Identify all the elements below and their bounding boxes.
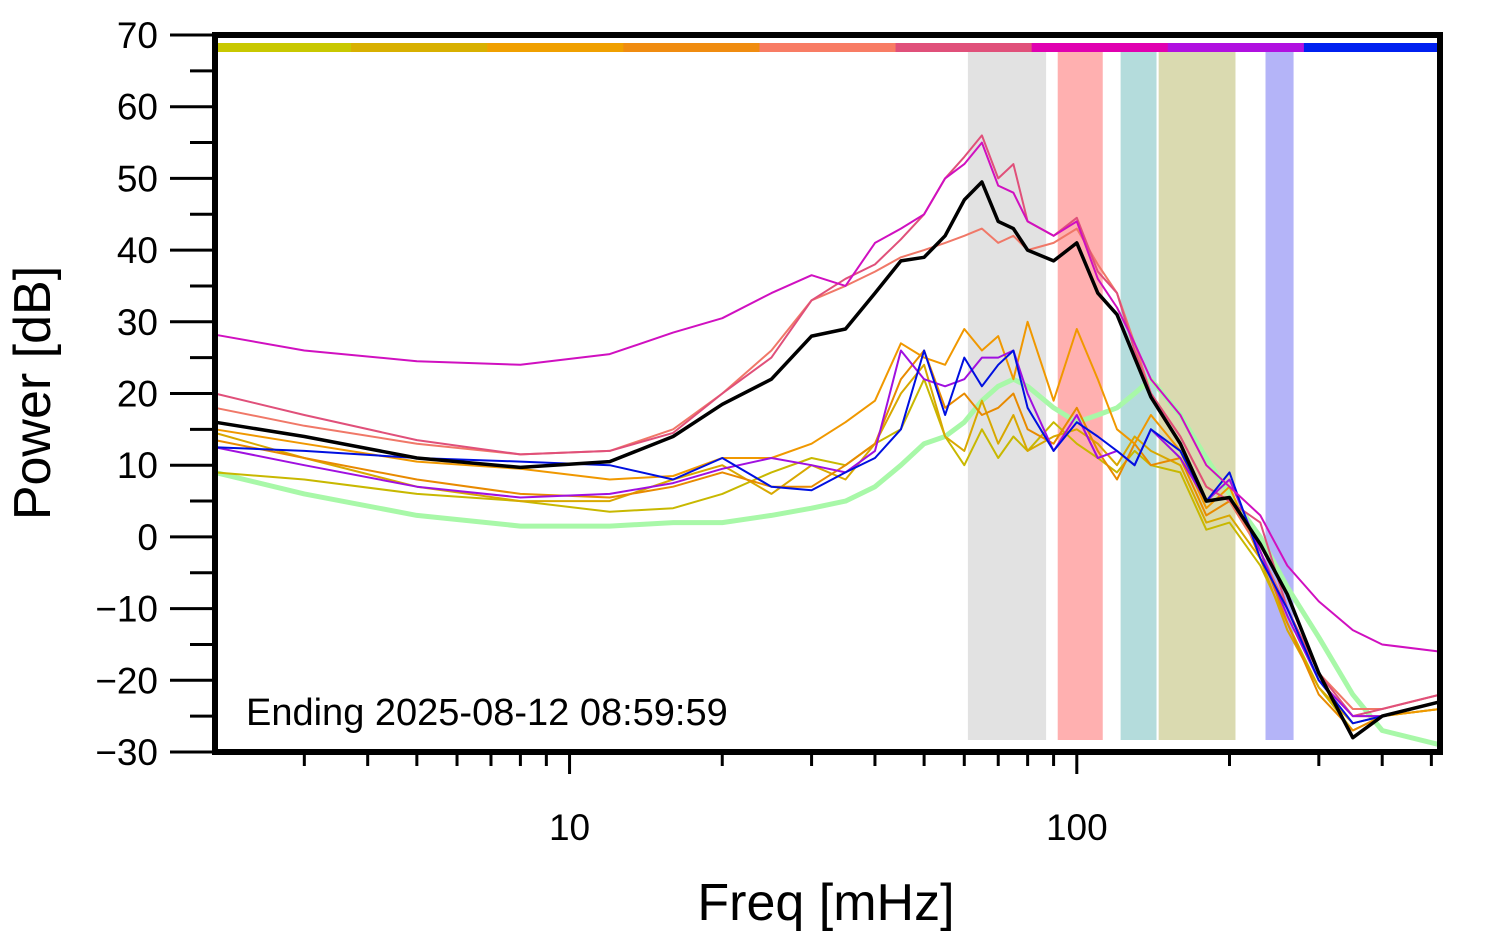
plot-frame bbox=[212, 32, 1443, 755]
band bbox=[1265, 52, 1294, 740]
color-bar-segment bbox=[895, 43, 1033, 52]
y-tick-label: 10 bbox=[117, 445, 158, 486]
series-line bbox=[214, 363, 1441, 725]
color-bar-segment bbox=[623, 43, 760, 52]
x-axis-label: Freq [mHz] bbox=[697, 874, 954, 932]
color-bar-segment bbox=[1303, 43, 1441, 52]
y-tick-label: −20 bbox=[95, 660, 158, 701]
color-bar-segment bbox=[759, 43, 897, 52]
band bbox=[1158, 52, 1236, 740]
band bbox=[1057, 52, 1103, 740]
band bbox=[967, 52, 1047, 740]
series-line bbox=[214, 349, 1441, 725]
y-tick-label: −30 bbox=[95, 732, 158, 773]
x-tick-label: 10 bbox=[549, 807, 590, 848]
annotation: Ending 2025-08-12 08:59:59 bbox=[246, 692, 728, 734]
series-line bbox=[214, 227, 1441, 710]
axes: −30 −20 −10 0 10 20 30 40 50 60 70 10 100 bbox=[95, 15, 1443, 848]
y-tick-label: 60 bbox=[117, 87, 158, 128]
series-line bbox=[214, 180, 1441, 740]
y-axis-label: Power [dB] bbox=[4, 266, 62, 520]
series-line bbox=[214, 141, 1441, 653]
y-tick-label: 30 bbox=[117, 302, 158, 343]
y-tick-label: −10 bbox=[95, 589, 158, 630]
y-tick-label: 0 bbox=[137, 517, 158, 558]
y-tick-label: 50 bbox=[117, 158, 158, 199]
lines bbox=[214, 134, 1441, 748]
y-tick-label: 40 bbox=[117, 230, 158, 271]
series-line bbox=[214, 134, 1441, 718]
y-tick-label: 70 bbox=[117, 15, 158, 56]
y-tick-label: 20 bbox=[117, 374, 158, 415]
color-bar-segment bbox=[351, 43, 488, 52]
x-tick-label: 100 bbox=[1046, 807, 1108, 848]
color-bar-segment bbox=[1031, 43, 1169, 52]
color-bar-segment bbox=[1167, 43, 1305, 52]
color-bar-segment bbox=[487, 43, 624, 52]
bands bbox=[967, 52, 1294, 740]
color-bar-segment bbox=[215, 43, 352, 52]
series-line bbox=[214, 378, 1441, 732]
